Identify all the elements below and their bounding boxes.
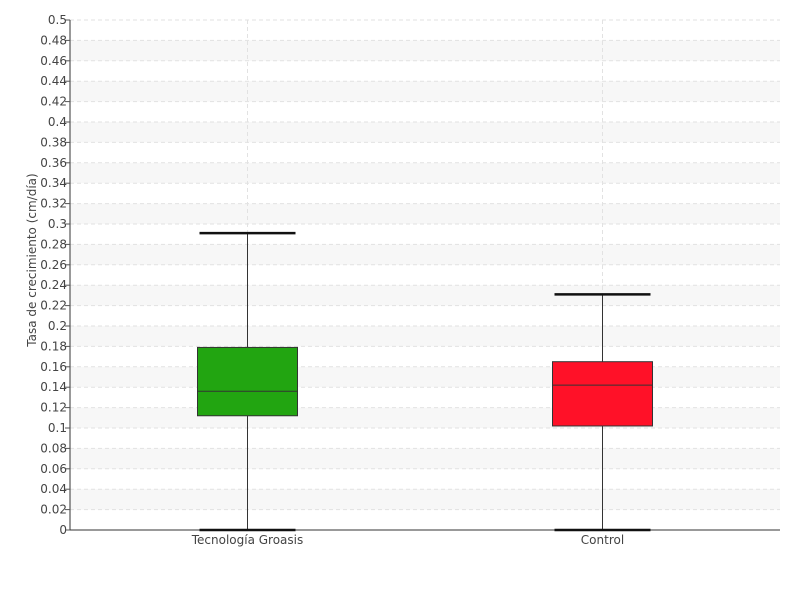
grid-band — [70, 407, 780, 428]
y-tick-label: 0.06 — [40, 462, 67, 476]
y-tick-label: 0.12 — [40, 401, 67, 415]
box-group — [197, 231, 298, 532]
y-tick-label: 0.4 — [48, 115, 67, 129]
y-tick-label: 0.26 — [40, 258, 67, 272]
y-tick-label: 0.34 — [40, 176, 67, 190]
y-tick-label: 0.18 — [40, 339, 67, 353]
grid-band — [70, 162, 780, 184]
y-tick-label: 0.22 — [40, 299, 67, 313]
boxes — [197, 231, 653, 532]
y-tick-label: 0 — [59, 523, 67, 537]
grid-band — [70, 81, 780, 102]
y-tick-label: 0.42 — [40, 95, 67, 109]
axes — [69, 20, 780, 531]
y-tick-label: 0.46 — [40, 54, 67, 68]
y-tick-label: 0.44 — [40, 74, 67, 88]
y-tick-label: 0.16 — [40, 360, 67, 374]
y-tick-label: 0.08 — [40, 441, 67, 455]
grid-band — [70, 285, 780, 306]
y-tick-label: 0.14 — [40, 380, 67, 394]
y-tick-label: 0.02 — [40, 503, 67, 517]
y-tick-label: 0.32 — [40, 197, 67, 211]
x-category-label: Control — [581, 533, 624, 547]
y-tick-label: 0.28 — [40, 237, 67, 251]
y-tick-label: 0.36 — [40, 156, 67, 170]
y-tick-label: 0.38 — [40, 135, 67, 149]
y-tick-label: 0.24 — [40, 278, 67, 292]
box-iqr — [197, 346, 298, 417]
y-tick-label: 0.3 — [48, 217, 67, 231]
grid-band — [70, 244, 780, 265]
y-tick-label: 0.48 — [40, 33, 67, 47]
grid-band — [70, 122, 780, 143]
grid-band — [70, 40, 780, 61]
y-axis-title: Tasa de crecimiento (cm/día) — [25, 173, 39, 347]
grid-band — [70, 448, 780, 469]
grid-band — [70, 366, 780, 388]
grid-band — [70, 203, 780, 224]
x-labels: Tecnología Groasis Control — [191, 533, 624, 547]
box-iqr — [552, 361, 653, 427]
grid-bands — [70, 40, 780, 510]
grid-band — [70, 489, 780, 510]
y-tick-label: 0.04 — [40, 482, 67, 496]
box-group — [552, 293, 653, 532]
x-category-label: Tecnología Groasis — [191, 533, 304, 547]
grid-band — [70, 326, 780, 347]
y-tick-label: 0.2 — [48, 319, 67, 333]
y-tick-label: 0.5 — [48, 13, 67, 27]
y-tick-label: 0.1 — [48, 421, 67, 435]
gridlines — [70, 19, 780, 530]
y-ticks: 0 0.02 0.04 0.06 0.08 0.1 0.12 0.14 0.16 0.18 0.2 0… — [40, 13, 70, 537]
